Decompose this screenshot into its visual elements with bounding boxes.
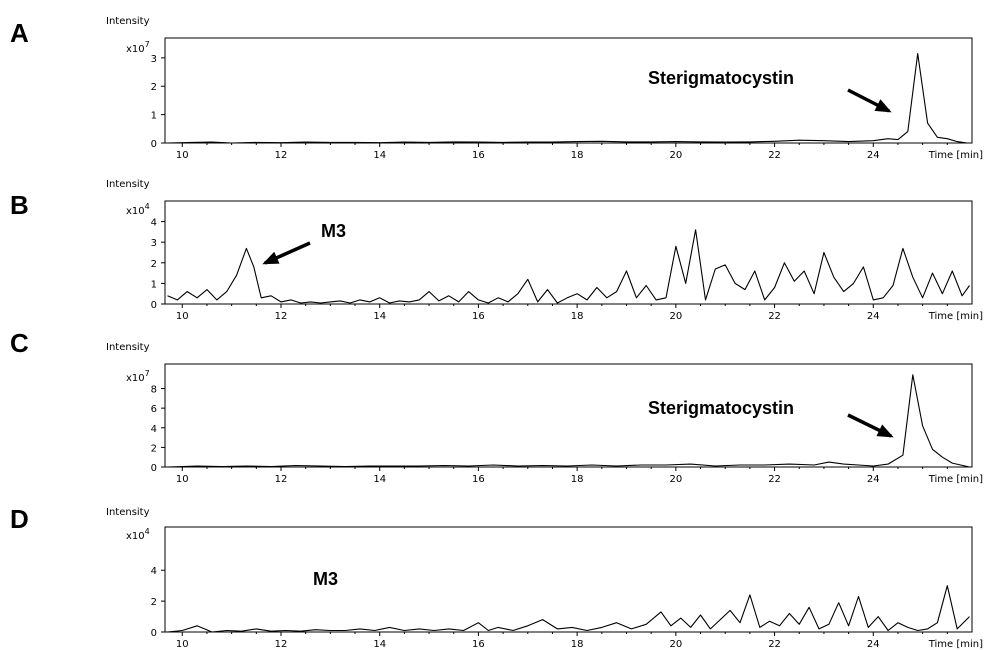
y-tick-label: 3 [151,54,157,65]
y-axis-label: Intensity [106,507,150,518]
x-tick-label: 12 [275,474,288,485]
x-tick-label: 24 [867,474,880,485]
x-tick-label: 20 [669,311,682,322]
x-tick-label: 18 [571,639,584,650]
x-tick-label: 12 [275,150,288,161]
x-axis-label: Time [min] [928,639,983,650]
x-tick-label: 10 [176,150,189,161]
chromatogram-trace [167,53,968,144]
chromatogram-trace [167,585,970,633]
annotation-label: M3 [313,569,338,589]
plot-frame [164,526,973,633]
y-tick-label: 6 [151,404,157,415]
y-tick-label: 0 [151,628,157,639]
y-tick-label: 2 [151,82,157,93]
x-axis-label: Time [min] [928,311,983,322]
x-tick-label: 24 [867,311,880,322]
x-tick-label: 14 [373,150,386,161]
y-multiplier: x107 [126,40,150,55]
x-tick-label: 14 [373,639,386,650]
y-tick-label: 2 [151,443,157,454]
x-tick-label: 20 [669,639,682,650]
x-tick-label: 16 [472,311,485,322]
x-tick-label: 18 [571,311,584,322]
x-tick-label: 22 [768,639,781,650]
x-tick-label: 24 [867,150,880,161]
x-tick-label: 10 [176,311,189,322]
x-tick-label: 10 [176,639,189,650]
x-tick-label: 12 [275,639,288,650]
x-tick-label: 20 [669,150,682,161]
annotation-label: Sterigmatocystin [648,68,794,88]
y-tick-label: 4 [151,566,157,577]
x-tick-label: 16 [472,150,485,161]
y-tick-label: 0 [151,463,157,474]
y-axis-label: Intensity [106,179,150,190]
x-axis-label: Time [min] [928,150,983,161]
y-tick-label: 0 [151,139,157,150]
y-tick-label: 2 [151,259,157,270]
x-tick-label: 22 [768,474,781,485]
y-axis-label: Intensity [106,16,150,27]
y-tick-label: 1 [151,111,157,122]
panel-letter-b: B [10,190,29,220]
plot-frame [164,37,973,144]
x-tick-label: 22 [768,311,781,322]
annotation-label: Sterigmatocystin [648,398,794,418]
panel-letter-d: D [10,504,29,534]
y-tick-label: 3 [151,238,157,249]
x-tick-label: 16 [472,474,485,485]
x-tick-label: 16 [472,639,485,650]
x-tick-label: 20 [669,474,682,485]
panel-letter-c: C [10,328,29,358]
x-tick-label: 24 [867,639,880,650]
y-multiplier: x104 [126,527,150,542]
x-tick-label: 18 [571,150,584,161]
x-tick-label: 14 [373,474,386,485]
y-tick-label: 4 [151,218,157,229]
plot-frame [164,200,973,305]
y-multiplier: x104 [126,202,150,217]
annotation-arrowhead [876,424,894,438]
chromatogram-trace [167,374,970,468]
panel-letter-a: A [10,18,29,48]
annotation-label: M3 [321,221,346,241]
y-tick-label: 1 [151,279,157,290]
annotation-arrowhead [874,99,892,113]
y-tick-label: 0 [151,300,157,311]
y-axis-label: Intensity [106,342,150,353]
y-multiplier: x107 [126,369,150,384]
x-tick-label: 22 [768,150,781,161]
plot-frame [164,363,973,468]
x-tick-label: 10 [176,474,189,485]
annotation-arrowhead [262,251,280,265]
x-axis-label: Time [min] [928,474,983,485]
y-tick-label: 4 [151,424,157,435]
y-tick-label: 8 [151,385,157,396]
x-tick-label: 12 [275,311,288,322]
x-tick-label: 18 [571,474,584,485]
chromatogram-trace [167,229,970,304]
y-tick-label: 2 [151,597,157,608]
x-tick-label: 14 [373,311,386,322]
